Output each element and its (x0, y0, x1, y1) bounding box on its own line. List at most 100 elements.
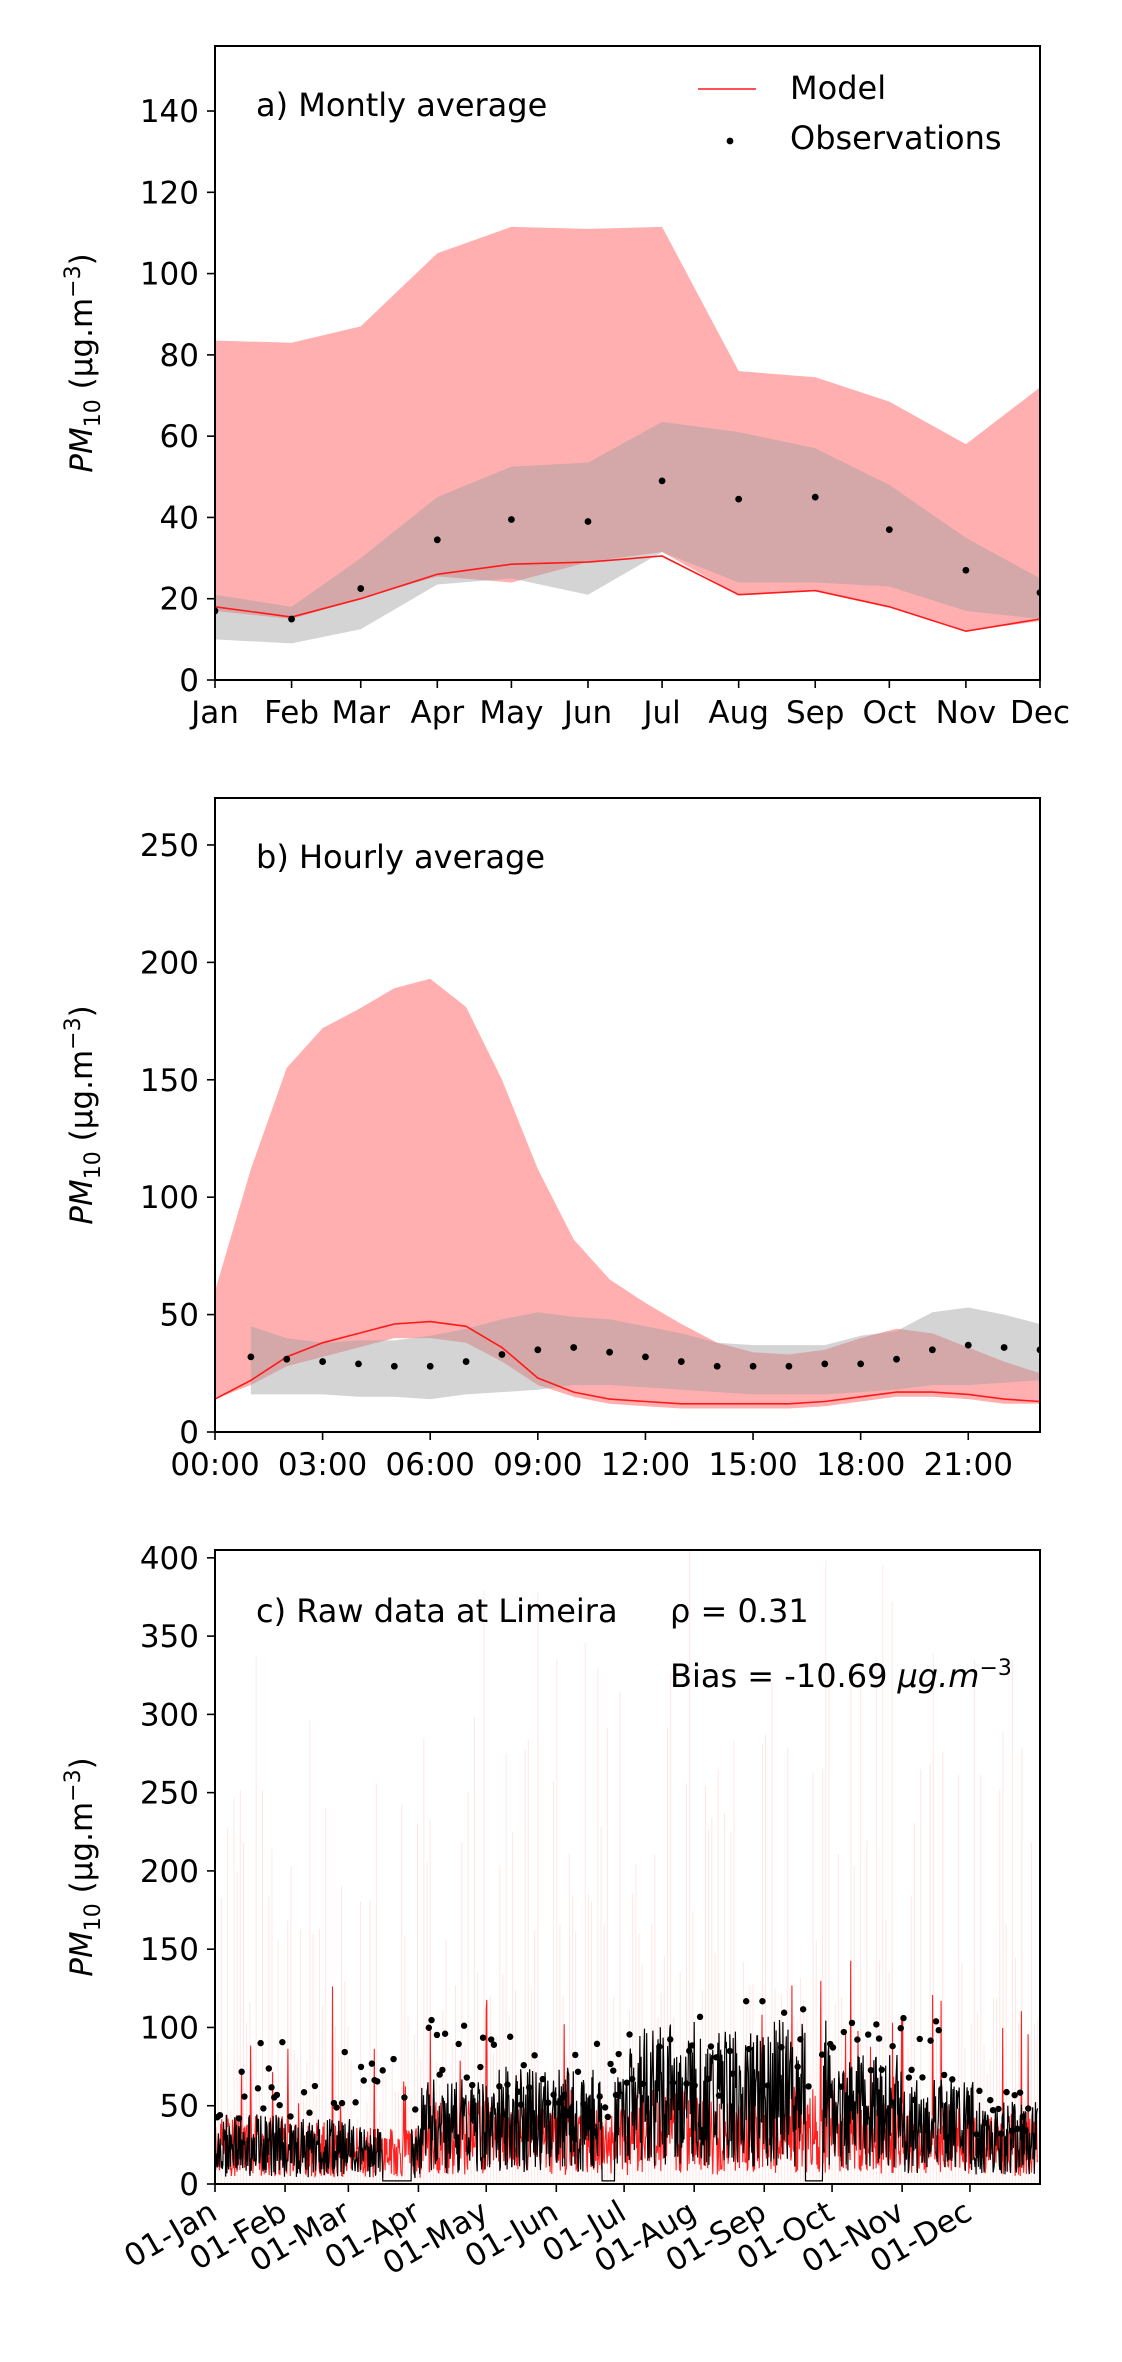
observation-peak-point (257, 2039, 264, 2047)
y-tick-label: 250 (140, 1776, 199, 1812)
observation-peak-point (300, 2089, 308, 2096)
observation-peak-point (745, 2045, 753, 2053)
observation-peak-point (517, 2101, 525, 2108)
observation-peak-point (726, 2047, 734, 2055)
correlation-label: ρ = 0.31 (670, 1592, 809, 1630)
ylabel-sup: −3 (61, 1017, 86, 1049)
observation-peak-point (639, 2080, 647, 2087)
x-tick-label: Jun (562, 695, 612, 731)
observation-peak-point (273, 2091, 281, 2099)
x-tick-label: 21:00 (924, 1447, 1013, 1483)
observation-peak-point (688, 2042, 696, 2049)
observation-peak-point (501, 2111, 508, 2118)
observation-peak-point (544, 2099, 552, 2106)
observation-peak-point (916, 2035, 923, 2043)
x-tick-label: 00:00 (170, 1447, 259, 1483)
y-tick-label: 100 (140, 1180, 199, 1216)
observation-point (283, 1355, 291, 1363)
observation-peak-point (566, 2107, 574, 2115)
observation-peak-point (604, 2113, 612, 2121)
y-axis-label: PM10 (μg.m−3) (61, 253, 106, 472)
observation-peak-point (525, 2084, 533, 2091)
ylabel-sub: 10 (81, 399, 106, 427)
observation-peak-point (759, 1997, 766, 2005)
observation-peak-point (696, 2013, 704, 2021)
observation-peak-point (374, 2078, 381, 2085)
y-tick-label: 20 (160, 582, 199, 618)
observation-peak-point (216, 2111, 224, 2119)
y-tick-label: 0 (179, 2167, 199, 2203)
observation-peak-point (1019, 2113, 1027, 2120)
observation-peak-point (794, 2063, 801, 2070)
observation-point (857, 1360, 865, 1368)
x-axis-ticks: 01-Jan01-Feb01-Mar01-Apr01-May01-Jun01-J… (118, 2184, 978, 2282)
observation-peak-point (656, 2043, 663, 2050)
observation-peak-point (607, 2060, 614, 2068)
observation-peak-point (254, 2085, 262, 2092)
observation-peak-point (588, 2109, 595, 2116)
observation-peak-point (1014, 2125, 1021, 2133)
observation-peak-point (368, 2060, 376, 2067)
observation-point (713, 1362, 721, 1370)
observation-peak-point (780, 2009, 788, 2016)
observation-peak-point (235, 2115, 243, 2122)
observation-peak-point (436, 2071, 443, 2078)
observation-peak-point (555, 2099, 563, 2107)
x-tick-label: Dec (1010, 695, 1070, 731)
y-tick-label: 0 (179, 663, 199, 699)
x-tick-label: 12:00 (601, 1447, 690, 1483)
observation-peak-point (279, 2038, 286, 2046)
observation-peak-point (949, 2076, 956, 2083)
observation-points (215, 1997, 1032, 2138)
observation-point (785, 1362, 793, 1370)
observation-point (885, 526, 893, 534)
x-tick-label: 09:00 (493, 1447, 582, 1483)
x-tick-label: Sep (786, 695, 844, 731)
observation-point (749, 1362, 757, 1370)
observation-point (928, 1346, 936, 1354)
observation-peak-point (596, 2093, 603, 2100)
x-tick-label: 18:00 (816, 1447, 905, 1483)
legend-observations-label: Observations (790, 119, 1002, 157)
observation-peak-point (488, 2036, 495, 2043)
observation-peak-point (379, 2067, 386, 2074)
observation-peak-point (260, 2105, 267, 2112)
x-axis-ticks: Jan Feb Mar Apr May Jun Jul Aug Sep Oct Nov Dec (189, 680, 1070, 731)
model-range-band (215, 978, 1040, 1409)
y-axis-ticks: 0 50 100 150 200 250 (140, 828, 215, 1451)
observation-peak-point (981, 2119, 989, 2127)
observation-peak-point (1011, 2091, 1018, 2099)
observation-peak-point (352, 2099, 359, 2106)
ylabel-base: PM (64, 1179, 100, 1224)
observation-point (508, 516, 515, 523)
observation-peak-point (854, 2036, 861, 2043)
observation-point (433, 536, 441, 544)
bias-unit-sup: −3 (979, 1656, 1011, 1681)
y-tick-label: 150 (140, 1932, 199, 1968)
ylabel-close: ) (64, 1005, 100, 1017)
observation-peak-point (686, 2047, 693, 2055)
ylabel-close: ) (64, 1757, 100, 1769)
x-axis-ticks: 00:00 03:00 06:00 09:00 12:00 15:00 18:00 21:00 (170, 1432, 1013, 1483)
model-range-band (215, 226, 1040, 632)
model-line (215, 1320, 1040, 1405)
y-tick-label: 50 (160, 2089, 199, 2125)
y-axis-ticks: 0 20 40 60 80 100 120 140 (140, 94, 215, 699)
observation-peak-point (460, 2022, 468, 2029)
observation-peak-point (829, 2044, 837, 2051)
observation-peak-point (873, 2021, 880, 2028)
observation-peak-point (905, 2074, 913, 2081)
ylabel-sup: −3 (61, 1769, 86, 1801)
observation-peak-point (626, 2031, 633, 2038)
observation-peak-point (629, 2075, 636, 2083)
observation-peak-point (479, 2034, 487, 2041)
observation-peak-point (357, 2063, 365, 2071)
y-tick-label: 150 (140, 1063, 199, 1099)
observation-peak-point (1025, 2105, 1032, 2112)
observation-peak-point (268, 2084, 275, 2091)
x-tick-label: Feb (264, 695, 319, 731)
observation-points (247, 1341, 1040, 1370)
observation-peak-point (338, 2099, 346, 2107)
observation-point (584, 518, 592, 525)
